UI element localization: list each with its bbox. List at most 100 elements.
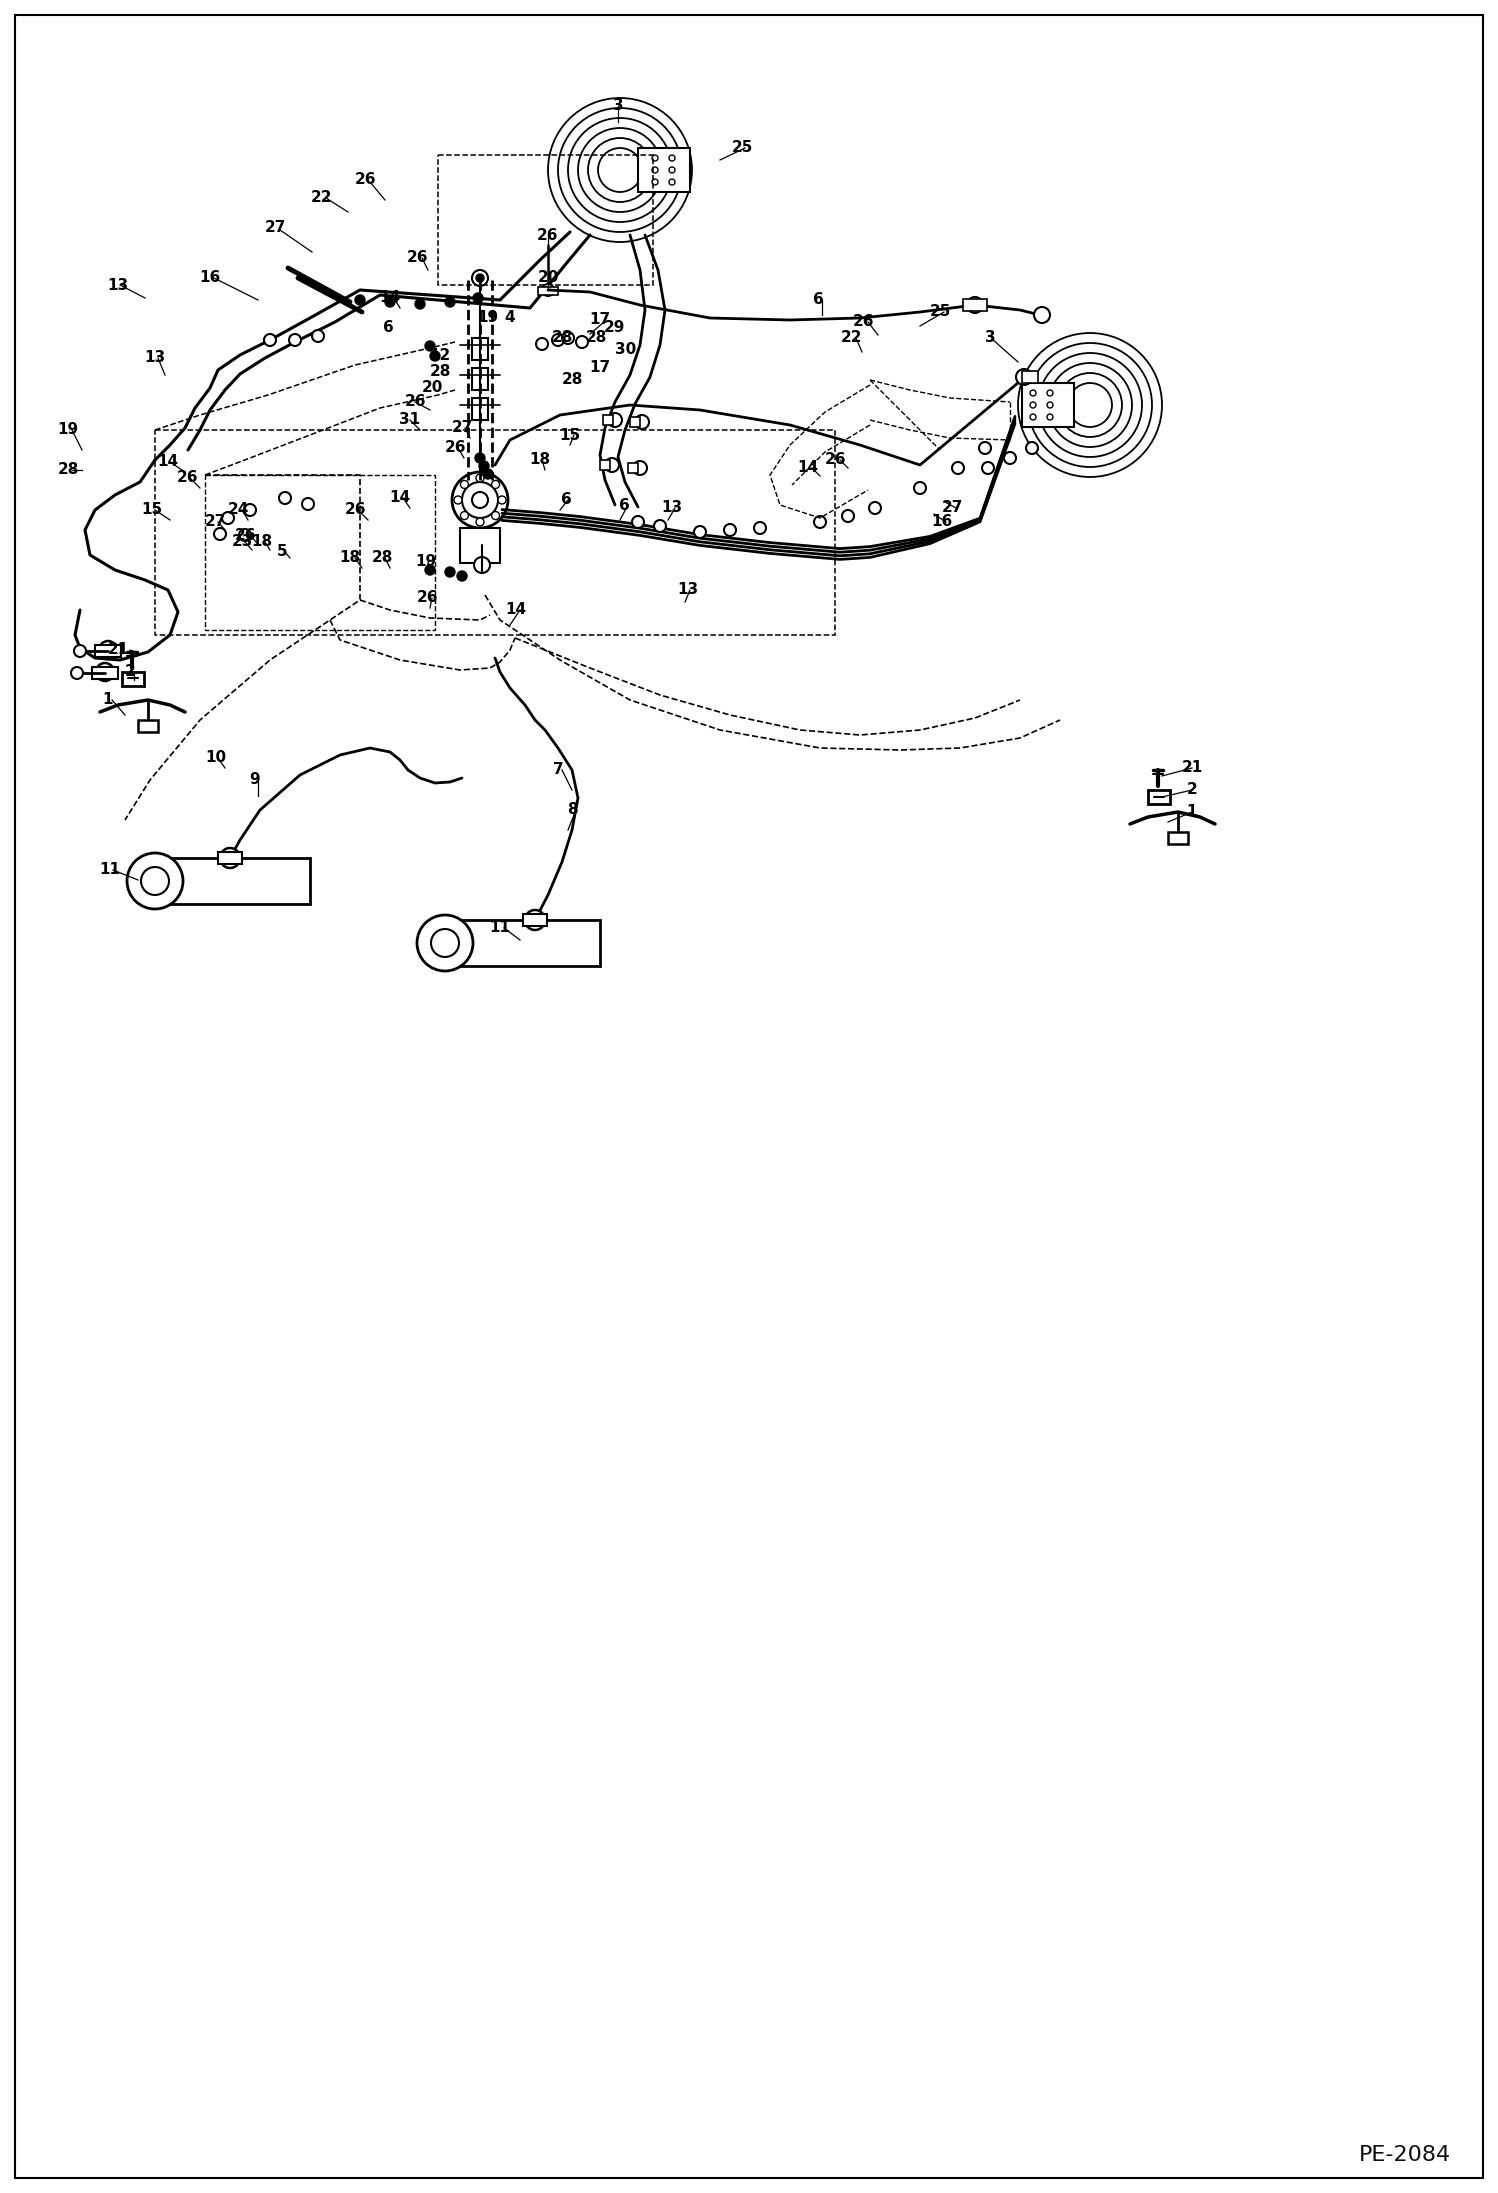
Circle shape	[1031, 401, 1037, 408]
Bar	[205, 476, 434, 629]
Circle shape	[479, 461, 488, 471]
Text: 26: 26	[177, 471, 199, 485]
Text: 26: 26	[825, 452, 846, 467]
Bar	[1147, 789, 1170, 805]
Text: 15: 15	[141, 502, 163, 518]
Circle shape	[842, 511, 854, 522]
Circle shape	[670, 180, 676, 184]
Circle shape	[214, 529, 226, 539]
Text: 16: 16	[199, 270, 220, 285]
Circle shape	[220, 849, 240, 868]
Text: 26: 26	[407, 250, 428, 265]
Text: 29: 29	[604, 320, 625, 336]
Text: 31: 31	[400, 412, 421, 428]
Bar	[460, 529, 500, 564]
Circle shape	[524, 910, 545, 930]
Circle shape	[542, 285, 554, 296]
Text: 24: 24	[228, 502, 249, 518]
Circle shape	[472, 491, 488, 509]
Circle shape	[1031, 390, 1037, 397]
Circle shape	[303, 498, 315, 511]
Text: 26: 26	[854, 314, 875, 329]
Text: 26: 26	[404, 395, 425, 410]
Circle shape	[635, 414, 649, 430]
Text: 14: 14	[157, 454, 178, 469]
Text: 6: 6	[619, 498, 629, 513]
Text: 26: 26	[345, 502, 366, 518]
Bar	[94, 645, 121, 658]
Circle shape	[655, 520, 667, 533]
Circle shape	[634, 461, 647, 476]
Text: 13: 13	[677, 583, 698, 596]
Circle shape	[431, 930, 458, 956]
Circle shape	[482, 469, 493, 478]
Circle shape	[1038, 353, 1141, 456]
Circle shape	[460, 511, 469, 520]
Text: 10: 10	[205, 750, 226, 765]
Bar	[628, 463, 638, 474]
Circle shape	[568, 118, 673, 221]
Text: 28: 28	[562, 373, 583, 388]
Circle shape	[96, 662, 114, 682]
Text: 8: 8	[566, 803, 577, 818]
Circle shape	[457, 570, 467, 581]
Bar	[437, 156, 653, 285]
Text: 16: 16	[932, 515, 953, 529]
Bar	[154, 430, 834, 636]
Circle shape	[445, 296, 455, 307]
Bar	[1168, 831, 1188, 844]
Bar	[604, 414, 613, 425]
Text: 14: 14	[379, 289, 400, 305]
Text: 6: 6	[382, 320, 394, 336]
Circle shape	[460, 480, 469, 489]
Circle shape	[476, 274, 484, 283]
Text: 27: 27	[451, 421, 473, 436]
Text: 11: 11	[490, 921, 511, 936]
Text: 25: 25	[929, 305, 951, 320]
Circle shape	[70, 667, 82, 680]
Circle shape	[99, 640, 117, 660]
Text: 18: 18	[340, 550, 361, 566]
Text: 21: 21	[1182, 761, 1203, 776]
Text: 19: 19	[478, 311, 499, 325]
Circle shape	[1047, 414, 1053, 421]
Circle shape	[724, 524, 736, 535]
Bar	[638, 147, 691, 193]
Text: 26: 26	[445, 441, 466, 456]
Bar	[472, 397, 488, 421]
Text: 20: 20	[538, 270, 559, 285]
Text: 2: 2	[1186, 783, 1197, 798]
Circle shape	[980, 443, 992, 454]
Circle shape	[355, 296, 366, 305]
Text: 3: 3	[984, 331, 995, 346]
Circle shape	[598, 147, 643, 193]
Circle shape	[605, 458, 619, 471]
Text: 28: 28	[372, 550, 392, 566]
Circle shape	[536, 338, 548, 351]
Circle shape	[1031, 414, 1037, 421]
Text: 19: 19	[415, 555, 436, 570]
Text: 1: 1	[103, 693, 114, 708]
Circle shape	[670, 167, 676, 173]
Text: 2: 2	[124, 664, 135, 680]
Circle shape	[141, 866, 169, 895]
Circle shape	[753, 522, 765, 535]
Text: 26: 26	[538, 228, 559, 243]
Circle shape	[589, 138, 652, 202]
Text: 20: 20	[421, 382, 443, 395]
Circle shape	[452, 471, 508, 529]
Text: 5: 5	[277, 544, 288, 559]
Text: 9: 9	[250, 772, 261, 787]
Circle shape	[968, 296, 983, 314]
Circle shape	[652, 167, 658, 173]
Circle shape	[425, 566, 434, 575]
Circle shape	[1016, 368, 1032, 386]
Circle shape	[983, 463, 995, 474]
Text: 4: 4	[505, 311, 515, 325]
Circle shape	[1047, 401, 1053, 408]
Text: 1: 1	[1186, 805, 1197, 820]
Circle shape	[289, 333, 301, 346]
Text: 3: 3	[613, 96, 623, 112]
Text: 26: 26	[355, 173, 377, 186]
Text: 28: 28	[57, 463, 79, 478]
